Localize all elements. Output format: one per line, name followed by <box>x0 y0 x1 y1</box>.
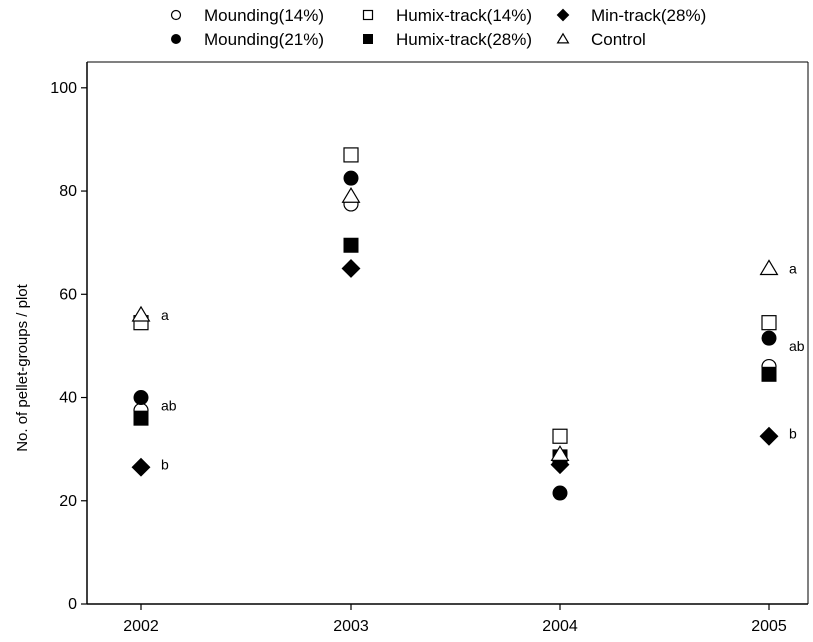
x-tick-label: 2005 <box>751 618 787 635</box>
y-tick-label: 20 <box>59 493 77 510</box>
legend-label: Mounding(21%) <box>204 30 324 49</box>
axes <box>86 61 809 605</box>
legend-item: Humix-track(14%) <box>362 6 532 25</box>
legend-item: Mounding(14%) <box>170 6 324 25</box>
y-axis-title: No. of pellet-groups / plot <box>14 283 31 451</box>
series-humix-track-14- <box>133 147 777 444</box>
data-point <box>759 259 779 276</box>
series-control <box>131 186 779 461</box>
data-point <box>343 147 359 163</box>
series-mounding-21- <box>133 170 777 501</box>
data-point <box>341 186 361 203</box>
y-tick-label: 80 <box>59 183 77 200</box>
legend-item: Min-track(28%) <box>556 6 706 25</box>
data-point <box>552 485 568 501</box>
data-point <box>552 428 568 444</box>
legend-item: Mounding(21%) <box>171 30 324 49</box>
legend-label: Humix-track(28%) <box>396 30 532 49</box>
legend-label: Humix-track(14%) <box>396 6 532 25</box>
legend-marker <box>556 8 570 22</box>
x-tick-label: 2003 <box>333 618 369 635</box>
significance-label: ab <box>161 397 177 413</box>
data-point <box>550 445 570 461</box>
data-point <box>759 426 779 446</box>
ticks: 0 20 40 60 80 100 2002 2003 2004 2005 <box>50 80 787 635</box>
data-point <box>133 410 149 426</box>
legend-label: Control <box>591 30 646 49</box>
y-tick-label: 100 <box>50 80 77 97</box>
x-tick-label: 2004 <box>542 618 578 635</box>
data-point <box>761 315 777 331</box>
y-tick-label: 40 <box>59 390 77 407</box>
legend-item: Control <box>556 30 646 49</box>
significance-label: a <box>161 307 169 323</box>
legend-marker <box>171 34 181 44</box>
significance-labels: a ab b a ab b <box>161 260 805 472</box>
legend-item: Humix-track(28%) <box>363 30 532 49</box>
data-points <box>131 147 779 501</box>
significance-label: a <box>789 260 797 276</box>
data-point <box>131 457 151 477</box>
data-point <box>341 259 361 278</box>
series-min-track-28- <box>131 259 779 477</box>
significance-label: ab <box>789 338 805 354</box>
data-point <box>131 305 151 322</box>
data-point <box>343 237 359 253</box>
significance-label: b <box>161 457 169 473</box>
series-humix-track-28- <box>133 237 777 465</box>
significance-label: b <box>789 426 797 442</box>
legend-label: Min-track(28%) <box>591 6 706 25</box>
legend-label: Mounding(14%) <box>204 6 324 25</box>
legend-marker <box>170 9 182 21</box>
data-point <box>343 170 359 186</box>
data-point <box>133 390 149 406</box>
y-tick-label: 0 <box>68 596 77 613</box>
y-tick-label: 60 <box>59 286 77 303</box>
series-mounding-14- <box>133 196 777 470</box>
x-tick-label: 2002 <box>123 618 159 635</box>
legend-marker <box>363 34 373 44</box>
legend-marker <box>556 32 570 44</box>
legend: Mounding(14%) Mounding(21%) Humix-track(14… <box>170 6 706 49</box>
data-point <box>761 366 777 382</box>
legend-marker <box>362 9 374 21</box>
data-point <box>761 330 777 346</box>
